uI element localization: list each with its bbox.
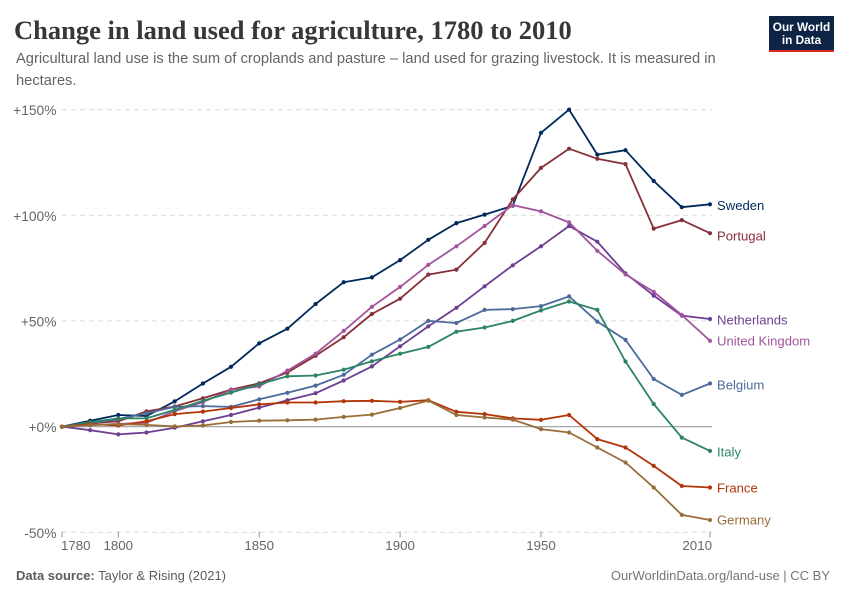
svg-text:Belgium: Belgium [717,377,764,392]
svg-text:1780: 1780 [61,538,91,553]
svg-text:-50%: -50% [24,526,56,541]
svg-text:+150%: +150% [13,103,56,118]
svg-text:+50%: +50% [21,314,57,329]
svg-text:Portugal: Portugal [717,229,766,244]
svg-text:Germany: Germany [717,512,771,527]
svg-text:2010: 2010 [682,538,712,553]
svg-text:1950: 1950 [526,538,556,553]
svg-text:Sweden: Sweden [717,198,764,213]
svg-text:1900: 1900 [385,538,415,553]
svg-text:Netherlands: Netherlands [717,313,788,328]
svg-text:+100%: +100% [13,209,56,224]
svg-text:France: France [717,481,758,496]
svg-text:1850: 1850 [244,538,274,553]
svg-text:United Kingdom: United Kingdom [717,334,810,349]
svg-text:1800: 1800 [104,538,134,553]
svg-text:+0%: +0% [29,420,57,435]
svg-text:Italy: Italy [717,445,741,460]
